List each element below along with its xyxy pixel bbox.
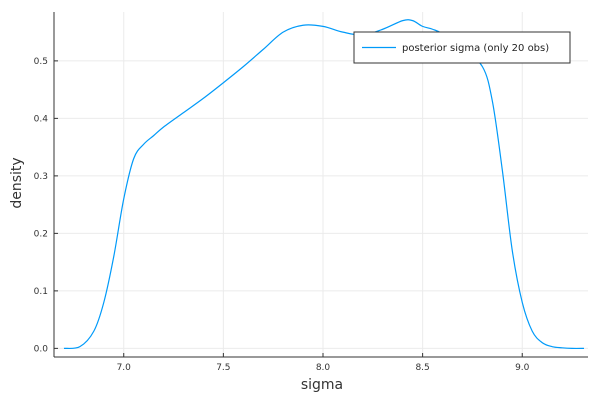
y-tick-label: 0.3 — [34, 172, 48, 182]
series — [63, 19, 585, 350]
x-axis-title: sigma — [301, 377, 343, 393]
y-tick-label: 0.5 — [34, 57, 48, 67]
grid — [54, 12, 588, 357]
y-axis-title: density — [9, 157, 25, 208]
legend: posterior sigma (only 20 obs) — [353, 31, 571, 64]
y-tick-label: 0.1 — [34, 287, 48, 297]
axes — [53, 12, 588, 358]
series-line — [63, 19, 585, 350]
y-tick-label: 0.2 — [34, 229, 48, 239]
x-tick-label: 8.0 — [316, 363, 331, 373]
y-tick-label: 0.0 — [34, 344, 49, 354]
x-tick-label: 7.5 — [216, 363, 230, 373]
legend-label: posterior sigma (only 20 obs) — [402, 43, 549, 54]
x-tick-label: 7.0 — [117, 363, 132, 373]
y-tick-label: 0.4 — [34, 114, 49, 124]
ticks: 7.0 7.5 8.0 8.5 9.0 0.0 0.1 0.2 0.3 0.4 0.5 — [34, 57, 530, 373]
x-tick-label: 9.0 — [515, 363, 530, 373]
x-tick-label: 8.5 — [415, 363, 429, 373]
